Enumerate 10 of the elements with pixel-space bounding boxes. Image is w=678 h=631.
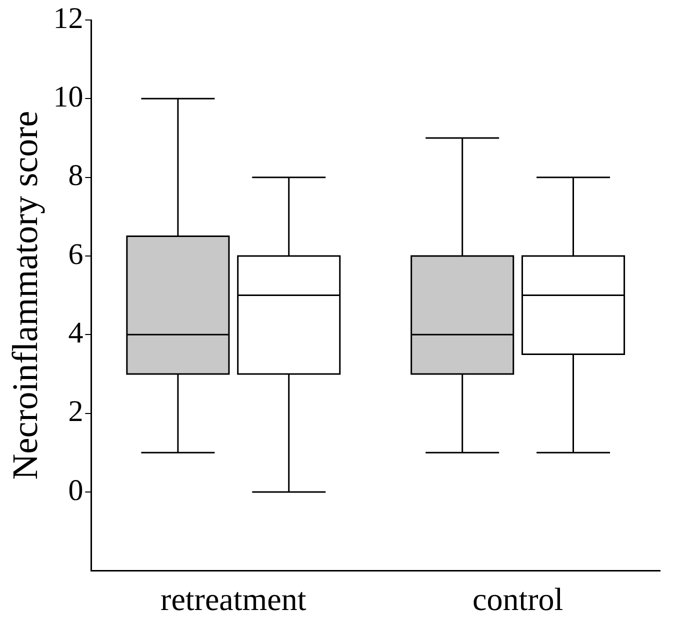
x-tick-label: retreatment bbox=[160, 581, 306, 618]
y-tick-label: 12 bbox=[53, 2, 84, 35]
y-tick-label: 6 bbox=[68, 238, 84, 271]
y-tick-label: 4 bbox=[68, 316, 84, 350]
y-tick-label: 0 bbox=[68, 474, 84, 507]
y-tick-label: 10 bbox=[53, 80, 84, 114]
x-tick-label: control bbox=[472, 581, 564, 618]
y-tick-label: 8 bbox=[68, 159, 84, 192]
y-tick-label: 2 bbox=[68, 395, 84, 428]
y-axis-title: Necroinflammatory score bbox=[5, 110, 46, 480]
